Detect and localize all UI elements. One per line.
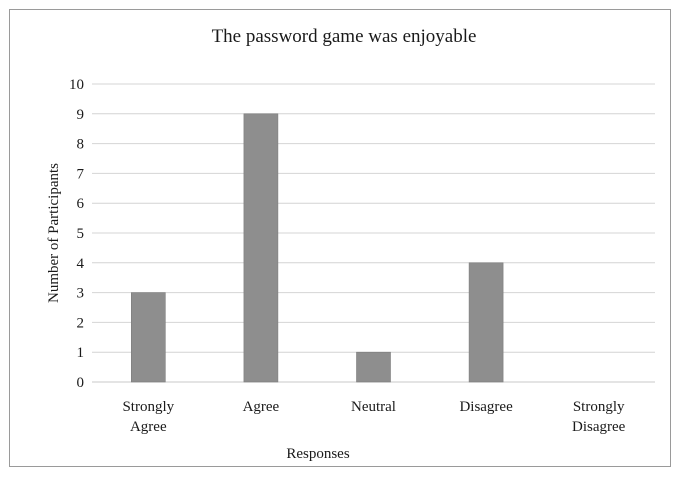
x-tick-label: Agree <box>243 399 280 415</box>
x-tick-label: Disagree <box>459 399 513 415</box>
y-axis-title: Number of Participants <box>46 163 62 303</box>
x-tick-label: Strongly Agree <box>122 399 174 435</box>
y-tick-label: 5 <box>77 226 85 242</box>
bars <box>131 113 504 383</box>
y-tick-label: 10 <box>69 77 84 93</box>
bar <box>131 292 166 383</box>
y-tick-label: 8 <box>77 137 85 153</box>
bar <box>356 351 391 383</box>
y-tick-label: 2 <box>77 315 85 331</box>
y-tick-label: 6 <box>77 196 85 212</box>
x-axis-title: Responses <box>286 446 349 462</box>
y-tick-label: 7 <box>77 166 85 182</box>
gridlines <box>92 83 655 383</box>
y-tick-label: 1 <box>77 345 85 361</box>
bar <box>468 262 504 383</box>
y-tick-label: 0 <box>77 375 85 391</box>
y-tick-label: 4 <box>77 256 85 272</box>
y-axis-ticks: 0 1 2 3 4 5 6 7 8 9 10 <box>69 77 85 391</box>
x-axis-ticks: Strongly Agree Agree Neutral Disagree Strongl… <box>122 399 625 435</box>
bar <box>243 113 279 383</box>
y-tick-label: 9 <box>77 107 85 123</box>
chart-frame <box>9 9 671 467</box>
y-tick-label: 3 <box>77 286 85 302</box>
x-tick-label: Neutral <box>351 399 396 415</box>
x-tick-label: Strongly Disagree <box>572 399 626 435</box>
chart-title: The password game was enjoyable <box>212 26 477 47</box>
